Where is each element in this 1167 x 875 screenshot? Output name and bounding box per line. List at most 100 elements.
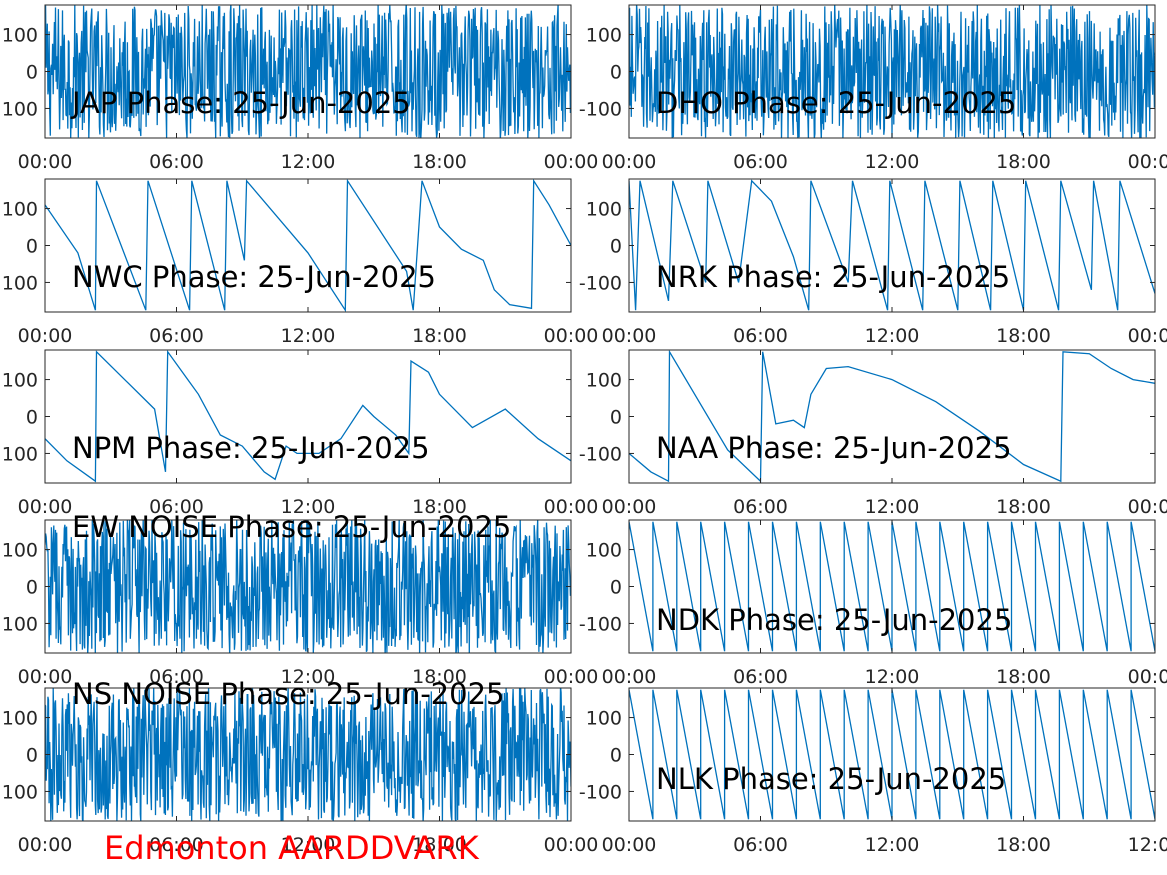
series-line [629,521,1155,652]
y-tick-label: 100 [2,98,38,120]
x-tick-label: 18:00 [996,496,1051,518]
y-tick-label: 100 [586,708,622,730]
x-tick-label: 12:00 [865,151,920,173]
x-tick-label: 00:00 [602,666,657,688]
x-tick-label: 18:00 [412,496,467,518]
x-tick-label: 06:00 [149,151,204,173]
x-tick-label: 06:00 [733,325,788,347]
x-tick-label: 06:00 [733,151,788,173]
y-tick-label: 0 [26,236,38,258]
y-tick-label: 0 [26,407,38,429]
x-tick-label: 00:00 [544,151,599,173]
y-tick-label: 100 [2,25,38,47]
panel-title: NPM Phase: 25-Jun-2025 [72,431,430,465]
x-tick-label: 18:00 [412,151,467,173]
y-tick-label: 100 [2,443,38,465]
x-tick-label: 12:00 [865,666,920,688]
y-tick-label: 100 [2,708,38,730]
x-tick-label: 12:00 [865,496,920,518]
y-tick-label: 100 [2,199,38,221]
y-tick-label: 100 [2,540,38,562]
x-tick-label: 18:00 [412,666,467,688]
x-tick-label: 00:00 [18,496,73,518]
y-tick-label: 0 [610,236,622,258]
panel-ndk: 100 0 -100 00:00 06:00 12:00 18:00 00:00 NDK Pha… [579,519,1167,688]
x-tick-label: 12:00 [865,325,920,347]
x-tick-label: 06:00 [733,834,788,856]
panel-dho: 100 0 -100 00:00 06:00 12:00 18:00 00:00 DHO Pha… [579,4,1167,173]
y-tick-label: 100 [2,272,38,294]
series-line [45,179,571,312]
x-tick-label: 00:00 [1128,496,1167,518]
y-tick-label: 0 [610,407,622,429]
x-tick-label: 00:00 [602,834,657,856]
panel-title: DHO Phase: 25-Jun-2025 [656,86,1016,120]
series-line [629,179,1155,311]
x-tick-label: 18:00 [996,666,1051,688]
series-line [629,350,1155,483]
x-tick-label: 06:00 [149,325,204,347]
x-tick-label: 00:00 [1128,666,1167,688]
x-tick-label: 12:00 [1128,834,1167,856]
panel-naa: 100 0 -100 00:00 06:00 12:00 18:00 00:00 NAA Pha… [579,349,1167,518]
y-tick-label: 100 [586,25,622,47]
x-tick-label: 00:00 [1128,151,1167,173]
x-tick-label: 06:00 [733,496,788,518]
y-tick-label: 0 [610,62,622,84]
y-tick-label: 0 [26,745,38,767]
x-tick-label: 12:00 [281,496,336,518]
y-tick-label: 0 [26,577,38,599]
x-tick-label: 18:00 [412,325,467,347]
panel-ns-noise: 100 0 100 00:00 06:00 12:00 18:00 00:00 NS NOISE… [2,677,599,856]
panel-title: NS NOISE Phase: 25-Jun-2025 [72,677,504,711]
x-tick-label: 00:00 [544,666,599,688]
panel-nwc: 100 0 100 00:00 06:00 12:00 18:00 00:00 NWC Phas… [2,178,599,347]
y-tick-label: 0 [610,745,622,767]
series-line [45,350,571,483]
x-tick-label: 18:00 [412,834,467,856]
x-tick-label: 00:00 [18,151,73,173]
panel-jap: 100 0 100 00:00 06:00 12:00 18:00 00:00 JAP Phas… [2,4,599,173]
y-tick-label: -100 [579,613,622,635]
x-tick-label: 12:00 [281,151,336,173]
y-tick-label: 100 [2,781,38,803]
x-tick-label: 00:00 [544,834,599,856]
panel-title: NLK Phase: 25-Jun-2025 [656,762,1006,796]
series-line [45,688,571,821]
y-tick-label: 0 [26,62,38,84]
x-tick-label: 06:00 [149,834,204,856]
y-tick-label: 100 [2,613,38,635]
panel-npm: 100 0 100 00:00 06:00 12:00 18:00 00:00 NPM Phas… [2,349,599,518]
y-tick-label: 100 [586,199,622,221]
x-tick-label: 18:00 [996,834,1051,856]
x-tick-label: 00:00 [18,834,73,856]
panel-title: EW NOISE Phase: 25-Jun-2025 [72,510,511,544]
x-tick-label: 18:00 [996,325,1051,347]
panel-title: NWC Phase: 25-Jun-2025 [72,260,436,294]
x-tick-label: 12:00 [281,834,336,856]
x-tick-label: 00:00 [18,666,73,688]
x-tick-label: 00:00 [602,325,657,347]
y-tick-label: -100 [579,272,622,294]
panel-ew-noise: 100 0 100 00:00 06:00 12:00 18:00 00:00 EW NOISE… [2,510,599,688]
x-tick-label: 00:00 [544,325,599,347]
y-tick-label: -100 [579,98,622,120]
x-tick-label: 06:00 [149,496,204,518]
x-tick-label: 00:00 [544,496,599,518]
x-tick-label: 12:00 [281,666,336,688]
x-tick-label: 12:00 [865,834,920,856]
panel-nrk: 100 0 -100 00:00 06:00 12:00 18:00 00:00 NRK Pha… [579,178,1167,347]
x-tick-label: 06:00 [149,666,204,688]
panel-title: NAA Phase: 25-Jun-2025 [656,431,1012,465]
x-tick-label: 06:00 [733,666,788,688]
panel-title: JAP Phase: 25-Jun-2025 [70,86,411,120]
panel-nlk: 100 0 -100 00:00 06:00 12:00 18:00 12:00 NLK Pha… [579,687,1167,856]
x-tick-label: 12:00 [281,325,336,347]
x-tick-label: 00:00 [602,151,657,173]
x-tick-label: 00:00 [602,496,657,518]
y-tick-label: 100 [2,370,38,392]
x-tick-label: 18:00 [996,151,1051,173]
y-tick-label: 0 [610,577,622,599]
y-tick-label: 100 [586,370,622,392]
